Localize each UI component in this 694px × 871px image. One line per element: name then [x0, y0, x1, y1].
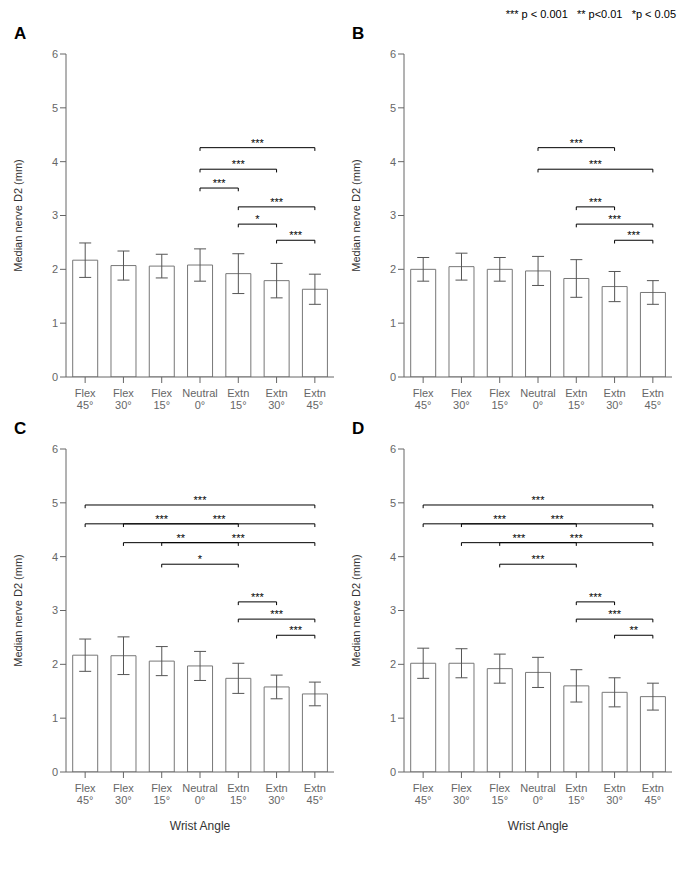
svg-text:***: ***	[589, 196, 603, 208]
svg-text:**: **	[177, 532, 186, 544]
svg-text:Wrist Angle: Wrist Angle	[508, 819, 569, 833]
html-text:D: D	[352, 419, 365, 438]
svg-text:***: ***	[270, 608, 284, 620]
svg-text:6: 6	[390, 443, 396, 455]
svg-text:Flex45°: Flex45°	[75, 782, 96, 806]
svg-text:Flex45°: Flex45°	[413, 387, 434, 411]
html-text:*** p < 0.001 ** p<0.01 *p < 0: *** p < 0.001 ** p<0.01 *p < 0.05	[505, 8, 676, 20]
svg-text:6: 6	[52, 48, 58, 60]
svg-text:Extn15°: Extn15°	[227, 387, 249, 411]
svg-text:***: ***	[213, 513, 227, 525]
svg-text:***: ***	[232, 532, 246, 544]
svg-text:Median nerve D2 (mm): Median nerve D2 (mm)	[350, 159, 362, 271]
svg-text:***: ***	[589, 591, 603, 603]
svg-text:***: ***	[589, 158, 603, 170]
svg-text:1: 1	[52, 712, 58, 724]
svg-text:Flex15°: Flex15°	[151, 782, 172, 806]
svg-text:Flex15°: Flex15°	[489, 782, 510, 806]
svg-text:Flex30°: Flex30°	[113, 782, 134, 806]
svg-text:0: 0	[52, 766, 58, 778]
html-text:B: B	[352, 24, 365, 43]
svg-text:Neutral0°: Neutral0°	[520, 387, 555, 411]
svg-text:3: 3	[390, 209, 396, 221]
svg-text:***: ***	[551, 513, 565, 525]
svg-text:***: ***	[289, 229, 303, 241]
html-text:C: C	[14, 419, 27, 438]
svg-text:***: ***	[232, 158, 246, 170]
svg-text:Neutral0°: Neutral0°	[182, 782, 217, 806]
svg-text:***: ***	[532, 494, 546, 506]
svg-text:***: ***	[627, 229, 641, 241]
svg-text:***: ***	[213, 177, 227, 189]
svg-text:***: ***	[570, 532, 584, 544]
svg-text:***: ***	[155, 513, 169, 525]
svg-text:***: ***	[532, 553, 546, 565]
svg-text:6: 6	[52, 443, 58, 455]
svg-text:2: 2	[390, 263, 396, 275]
svg-text:Extn30°: Extn30°	[604, 387, 626, 411]
svg-text:Extn30°: Extn30°	[266, 782, 288, 806]
svg-text:***: ***	[251, 591, 265, 603]
svg-text:Flex30°: Flex30°	[451, 782, 472, 806]
svg-text:3: 3	[390, 604, 396, 616]
svg-text:1: 1	[390, 712, 396, 724]
svg-text:2: 2	[390, 658, 396, 670]
svg-text:1: 1	[390, 317, 396, 329]
svg-text:4: 4	[390, 156, 396, 168]
svg-text:Flex45°: Flex45°	[75, 387, 96, 411]
svg-text:Extn45°: Extn45°	[304, 782, 326, 806]
svg-text:***: ***	[608, 608, 622, 620]
svg-text:Extn15°: Extn15°	[227, 782, 249, 806]
svg-text:3: 3	[52, 604, 58, 616]
svg-text:3: 3	[52, 209, 58, 221]
svg-text:2: 2	[52, 658, 58, 670]
svg-text:Neutral0°: Neutral0°	[182, 387, 217, 411]
svg-text:Wrist Angle: Wrist Angle	[170, 819, 231, 833]
svg-text:***: ***	[570, 137, 584, 149]
svg-text:5: 5	[52, 102, 58, 114]
svg-text:Median nerve D2 (mm): Median nerve D2 (mm)	[12, 159, 24, 271]
svg-text:Neutral0°: Neutral0°	[520, 782, 555, 806]
svg-text:6: 6	[390, 48, 396, 60]
svg-text:Flex15°: Flex15°	[151, 387, 172, 411]
svg-text:*: *	[255, 213, 260, 225]
svg-text:Median nerve D2 (mm): Median nerve D2 (mm)	[350, 554, 362, 666]
svg-text:Extn30°: Extn30°	[266, 387, 288, 411]
svg-text:0: 0	[52, 371, 58, 383]
svg-text:Median nerve D2 (mm): Median nerve D2 (mm)	[12, 554, 24, 666]
svg-text:***: ***	[270, 196, 284, 208]
svg-text:0: 0	[390, 371, 396, 383]
svg-text:*: *	[198, 553, 203, 565]
svg-text:4: 4	[390, 551, 396, 563]
html-text:A: A	[14, 24, 27, 43]
svg-text:***: ***	[493, 513, 507, 525]
svg-text:1: 1	[52, 317, 58, 329]
svg-text:Flex15°: Flex15°	[489, 387, 510, 411]
svg-text:Flex45°: Flex45°	[413, 782, 434, 806]
svg-text:**: **	[629, 624, 638, 636]
svg-text:***: ***	[608, 213, 622, 225]
svg-text:5: 5	[390, 497, 396, 509]
svg-text:***: ***	[512, 532, 526, 544]
svg-text:0: 0	[390, 766, 396, 778]
svg-text:Flex30°: Flex30°	[113, 387, 134, 411]
svg-text:Extn45°: Extn45°	[642, 387, 664, 411]
svg-text:Extn15°: Extn15°	[565, 387, 587, 411]
svg-text:Extn45°: Extn45°	[642, 782, 664, 806]
svg-text:5: 5	[390, 102, 396, 114]
svg-text:***: ***	[289, 624, 303, 636]
svg-text:4: 4	[52, 551, 58, 563]
svg-text:2: 2	[52, 263, 58, 275]
svg-text:***: ***	[194, 494, 208, 506]
svg-text:Extn15°: Extn15°	[565, 782, 587, 806]
svg-text:Extn30°: Extn30°	[604, 782, 626, 806]
svg-text:5: 5	[52, 497, 58, 509]
svg-text:Extn45°: Extn45°	[304, 387, 326, 411]
svg-text:4: 4	[52, 156, 58, 168]
svg-text:***: ***	[251, 137, 265, 149]
svg-text:Flex30°: Flex30°	[451, 387, 472, 411]
